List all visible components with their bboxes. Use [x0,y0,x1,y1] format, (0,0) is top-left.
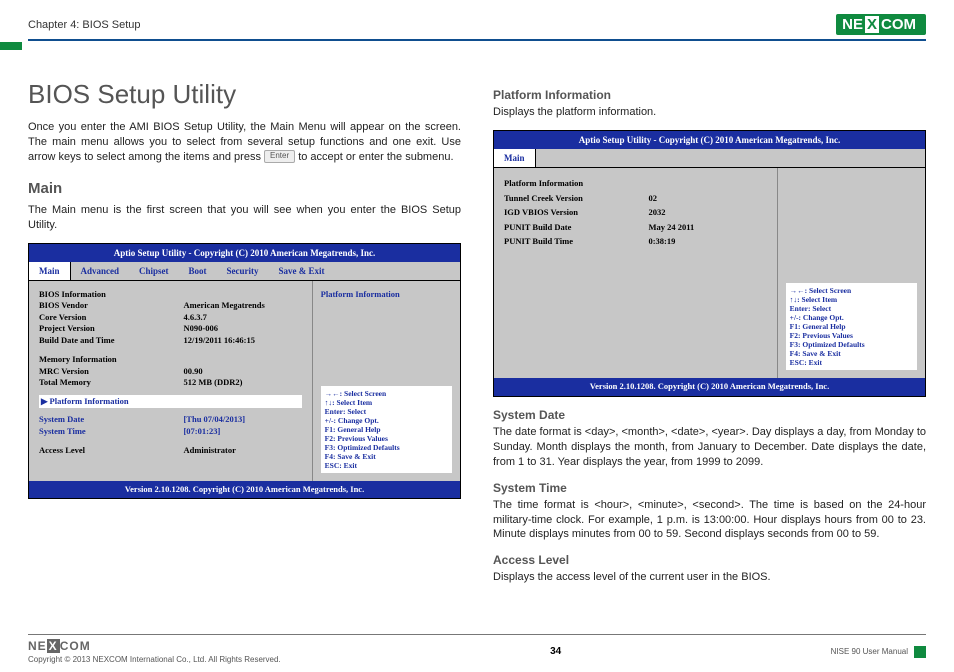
copyright: Copyright © 2013 NEXCOM International Co… [28,655,281,664]
bios-row: System Time[07:01:23] [39,426,302,437]
bios-tab: Main [29,262,71,280]
bios-row: Tunnel Creek Version02 [504,191,767,205]
bios-right-hint: Platform Information [321,289,452,300]
bios-screenshot-platform: Aptio Setup Utility - Copyright (C) 2010… [493,130,926,397]
main-text: The Main menu is the first screen that y… [28,203,461,233]
bios-screenshot-main: Aptio Setup Utility - Copyright (C) 2010… [28,243,461,500]
bios-title: Aptio Setup Utility - Copyright (C) 2010… [494,131,925,149]
bios-tab: Save & Exit [269,262,335,280]
platform-info-text: Displays the platform information. [493,105,926,120]
platform-info-heading: Platform Information [493,87,926,103]
manual-name: NISE 90 User Manual [831,647,908,656]
bios-tab: Advanced [71,262,130,280]
bios-tab: Security [217,262,269,280]
bios-row: MRC Version00.90 [39,366,302,377]
bios-help: →←: Select Screen↑↓: Select ItemEnter: S… [321,386,452,473]
bios-row: Memory Information [39,354,302,365]
bios-row: IGD VBIOS Version2032 [504,205,767,219]
bios-left-panel: BIOS InformationBIOS VendorAmerican Mega… [29,281,313,481]
intro-text: Once you enter the AMI BIOS Setup Utilit… [28,120,461,165]
bios-row: Total Memory 512 MB (DDR2) [39,377,302,388]
section-heading: System Time [493,480,926,496]
section-text: Displays the access level of the current… [493,570,926,585]
bios-row: Access Level Administrator [39,445,302,456]
triangle-icon: ▶ [41,396,48,407]
bios-footer: Version 2.10.1208. Copyright (C) 2010 Am… [29,481,460,498]
platform-info-row: ▶ Platform Information [39,395,302,408]
bios-row: BIOS Information [39,289,302,300]
page-number: 34 [550,646,561,657]
section-heading: System Date [493,407,926,423]
green-tab [0,42,22,50]
bios-right-panel: Platform Information →←: Select Screen↑↓… [313,281,460,481]
section-heading: Access Level [493,552,926,568]
bios-row: Platform Information [504,176,767,190]
bios-footer: Version 2.10.1208. Copyright (C) 2010 Am… [494,378,925,395]
bios-row: System Date[Thu 07/04/2013] [39,414,302,425]
bios-row: BIOS VendorAmerican Megatrends [39,300,302,311]
bios-tabs: MainAdvancedChipsetBootSecuritySave & Ex… [29,262,460,281]
bios-row: PUNIT Build DateMay 24 2011 [504,220,767,234]
page-title: BIOS Setup Utility [28,77,461,112]
bios-row: Core Version4.6.3.7 [39,312,302,323]
chapter-title: Chapter 4: BIOS Setup [28,19,141,31]
bios-tab: Boot [179,262,217,280]
footer-logo: NEXCOM [28,639,281,653]
bios-tabs: Main [494,149,925,168]
right-column: Platform Information Displays the platfo… [493,77,926,591]
footer-icon [914,646,926,658]
bios-title: Aptio Setup Utility - Copyright (C) 2010… [29,244,460,262]
page-header: Chapter 4: BIOS Setup NEXCOM [28,14,926,41]
bios-row: PUNIT Build Time0:38:19 [504,234,767,248]
enter-key-icon: Enter [264,150,295,163]
bios-left-panel: Platform InformationTunnel Creek Version… [494,168,778,378]
nexcom-logo: NEXCOM [836,14,926,35]
bios-help: →←: Select Screen↑↓: Select ItemEnter: S… [786,283,917,370]
bios-row: Build Date and Time12/19/2011 16:46:15 [39,335,302,346]
section-text: The date format is <day>, <month>, <date… [493,425,926,470]
bios-right-panel: →←: Select Screen↑↓: Select ItemEnter: S… [778,168,925,378]
main-heading: Main [28,179,461,199]
bios-tab-main: Main [494,149,536,167]
bios-row: Project VersionN090-006 [39,323,302,334]
bios-tab: Chipset [129,262,179,280]
page-footer: NEXCOM Copyright © 2013 NEXCOM Internati… [28,634,926,664]
section-text: The time format is <hour>, <minute>, <se… [493,498,926,543]
left-column: BIOS Setup Utility Once you enter the AM… [28,77,461,591]
